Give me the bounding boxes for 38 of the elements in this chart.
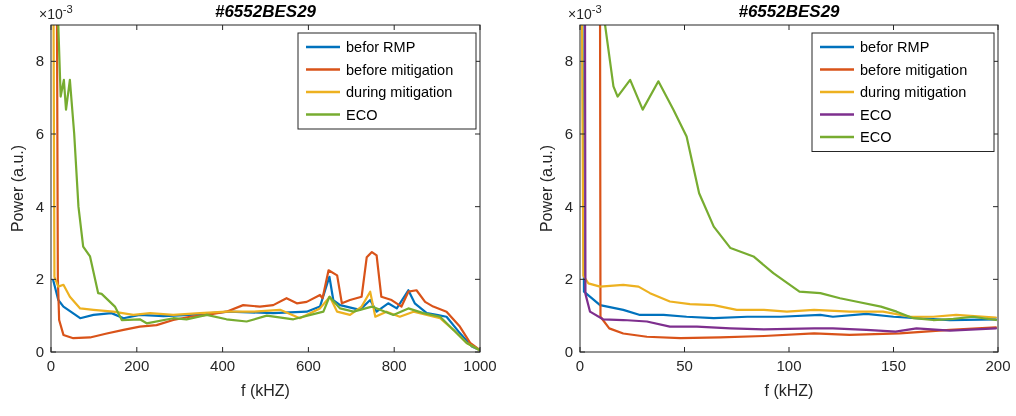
x-tick-label: 0	[46, 357, 56, 374]
legend-label: before mitigation	[346, 61, 454, 78]
y-axis-title: Power (a.u.)	[9, 144, 26, 233]
x-tick-label: 0	[575, 357, 585, 374]
y-tick-label: 2	[35, 270, 44, 288]
y-tick-label: 4	[564, 197, 573, 215]
y-tick-label: 0	[35, 343, 44, 360]
text: ×10$^{-3}$	[39, 3, 73, 22]
legend-label: before mitigation	[860, 61, 968, 78]
x-tick-label: 800	[381, 357, 407, 374]
x-tick-label: 200	[124, 357, 150, 374]
legend-label: during mitigation	[860, 84, 967, 100]
y-axis-title: Power (a.u.)	[538, 144, 555, 233]
chart-title: #6552BES29	[738, 2, 841, 21]
x-axis-title: f (kHZ)	[764, 382, 814, 399]
text: ×10$^{-3}$	[568, 3, 602, 22]
x-tick-label: 200	[985, 357, 1011, 374]
y-tick-label: 8	[564, 52, 573, 70]
legend-label: during mitigation	[346, 84, 453, 100]
y-tick-label: 4	[35, 197, 44, 215]
y-tick-label: 6	[564, 125, 573, 142]
legend-label: ECO	[860, 129, 892, 145]
legend-label: ECO	[860, 106, 892, 123]
x-tick-label: 1000	[463, 357, 497, 374]
y-tick-label: 8	[35, 52, 44, 70]
x-axis-title: f (kHZ)	[241, 382, 290, 399]
legend-label: befor RMP	[860, 39, 930, 55]
x-tick-label: 50	[676, 357, 693, 374]
x-tick-label: 400	[210, 357, 236, 374]
x-tick-label: 600	[295, 357, 321, 374]
legend-label: befor RMP	[346, 39, 416, 55]
x-tick-label: 150	[880, 357, 907, 374]
chart-title: #6552BES29	[214, 2, 317, 21]
y-tick-label: 6	[35, 125, 44, 142]
x-tick-label: 100	[776, 357, 802, 374]
y-tick-label: 0	[564, 343, 573, 360]
y-tick-label: 2	[564, 270, 573, 288]
legend-label: ECO	[346, 106, 378, 123]
